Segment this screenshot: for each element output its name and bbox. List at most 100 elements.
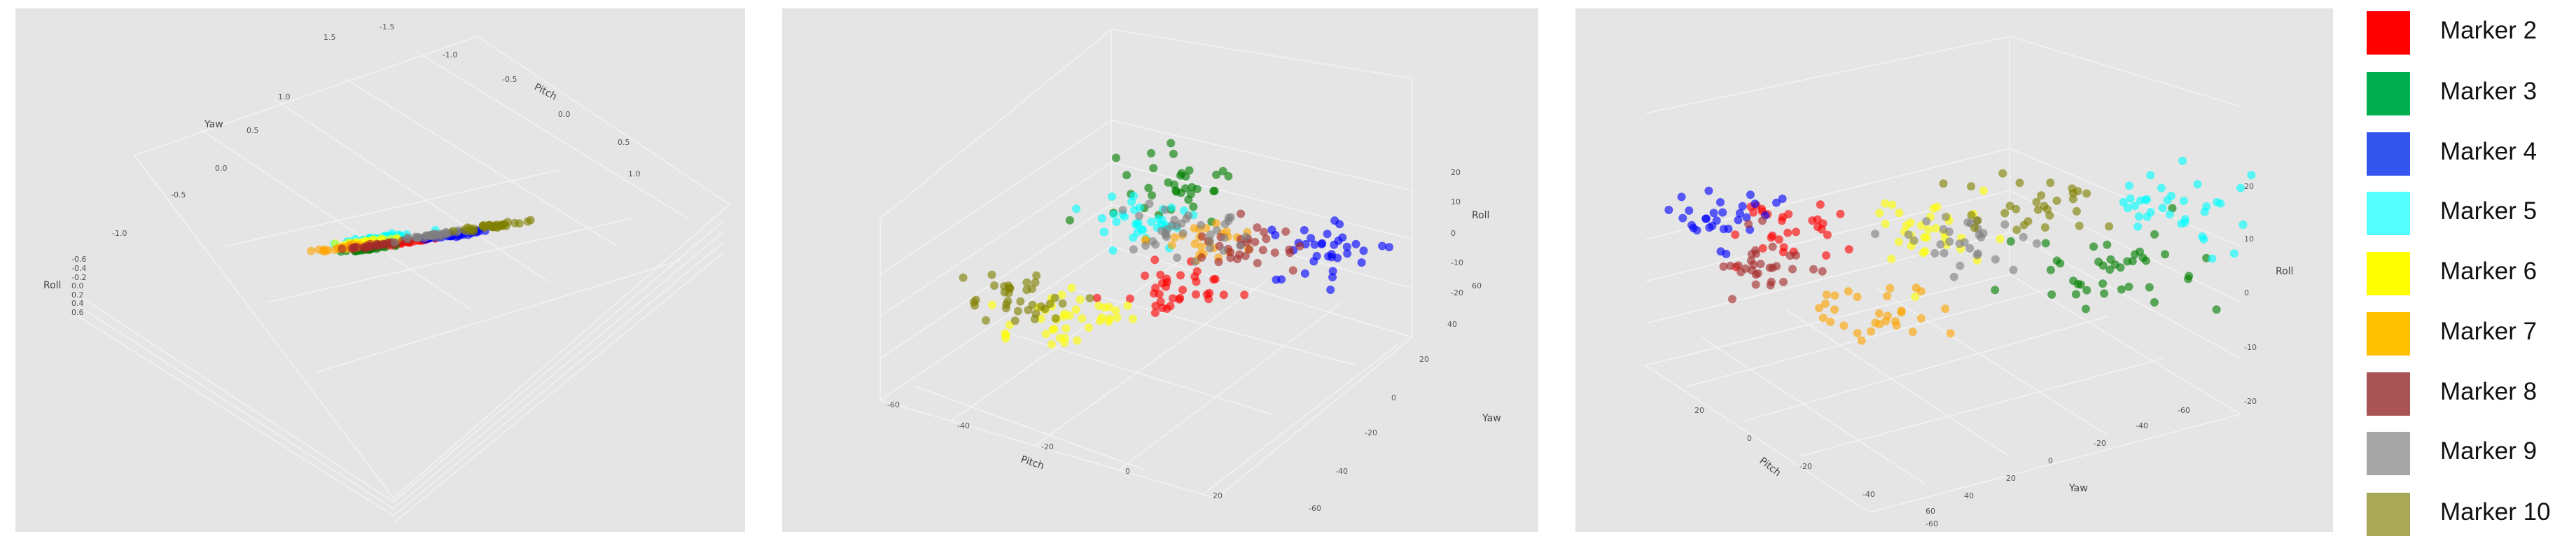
scatter-point — [2193, 180, 2202, 189]
scatter-point — [1734, 261, 1743, 270]
scatter-point — [1258, 246, 1267, 255]
scatter-point — [1940, 248, 1949, 258]
scatter-point — [1742, 213, 1751, 222]
grid-line — [1033, 281, 1266, 447]
scatter3d-plot-2: -60 -40 -20 0 20 -60 -40 -20 0 20 40 60 -20 -10 0 10 20 P… — [879, 29, 1501, 513]
scatter3d-plot-3: 20 0 -20 -40 -60 60 40 20 0 -20 -40 -60 -20 -10 0 10 20 P… — [1644, 36, 2293, 528]
z-tick-label: -0.4 — [71, 264, 86, 273]
scatter-point — [1853, 293, 1862, 302]
scatter-point — [1125, 294, 1134, 303]
scatter-point — [1190, 224, 1199, 233]
scatter-point — [485, 220, 494, 230]
scatter-point — [2143, 212, 2152, 221]
scatter-point — [1285, 245, 1294, 254]
scatter-point — [1975, 230, 1984, 239]
y-tick-label: -60 — [1309, 504, 1321, 513]
scatter-point — [1060, 309, 1069, 318]
scatter-point — [1260, 227, 1268, 237]
scatter-point — [347, 244, 356, 253]
scatter-point — [1122, 171, 1132, 180]
scatter-point — [1867, 327, 1876, 336]
y-tick-label: 40 — [1447, 320, 1457, 329]
scatter-point — [2216, 199, 2225, 208]
grid-line — [1111, 29, 1413, 79]
legend-item-marker-8: Marker 8 — [2367, 368, 2570, 417]
legend-label: Marker 4 — [2440, 138, 2537, 165]
grid-line — [78, 305, 394, 510]
scatter-point — [1065, 216, 1074, 225]
legend-swatch — [2367, 493, 2410, 536]
x-axis-label: Pitch — [1757, 456, 1783, 479]
scatter-point — [1197, 242, 1206, 251]
x-axis-label: Pitch — [1019, 454, 1045, 472]
scatter-point — [1172, 221, 1181, 230]
scatter3d-panel-3[interactable]: 20 0 -20 -40 -60 60 40 20 0 -20 -40 -60 -20 -10 0 10 20 P… — [1575, 8, 2333, 532]
scatter-point — [1894, 237, 1903, 246]
scatter-point — [1022, 278, 1031, 287]
scatter-point — [1664, 206, 1673, 214]
scatter-point — [1716, 198, 1725, 206]
scatter-point — [2012, 225, 2021, 234]
scatter-point — [1002, 300, 1011, 309]
scatter-point — [1060, 338, 1069, 347]
grid-floor — [133, 36, 731, 500]
scatter-point — [1156, 297, 1165, 306]
scatter-point — [1073, 336, 1082, 345]
scatter-point — [1184, 195, 1193, 204]
scatter-point — [1678, 213, 1687, 223]
scatter-point — [1911, 293, 1920, 301]
scatter-point — [1047, 340, 1056, 349]
grid-line — [414, 50, 688, 219]
scatter-point — [1050, 325, 1059, 333]
grid-line — [267, 218, 632, 303]
scatter-point — [1716, 247, 1725, 256]
y-axis-label: Yaw — [2068, 483, 2088, 494]
scatter-point — [1209, 275, 1218, 284]
scatter-point — [1190, 272, 1199, 281]
scatter-point — [2089, 242, 2098, 251]
scatter-point — [1343, 249, 1352, 258]
scatter-point — [2032, 197, 2041, 206]
scatter-point — [2178, 156, 2187, 165]
scatter-point — [1991, 286, 2000, 295]
scatter-point — [1176, 271, 1185, 280]
scatter-point — [1253, 223, 1262, 232]
y-tick-label: 0 — [2048, 456, 2053, 465]
scatter-point — [411, 232, 420, 241]
scatter-point — [1836, 209, 1845, 218]
scatter3d-panel-1[interactable]: 1.0 0.5 0.0 -0.5 -1.0 -1.5 -1.0 -0.5 0.0 0.5 1.0 1.… — [15, 8, 745, 532]
scatter-point — [1270, 248, 1279, 257]
scatter-point — [2019, 232, 2028, 241]
scatter-point — [1942, 212, 1950, 221]
legend-label: Marker 2 — [2440, 17, 2537, 44]
scatter-point — [1328, 273, 1337, 282]
scatter-point — [1709, 209, 1718, 218]
scatter-point — [1190, 239, 1199, 248]
scatter-point — [1206, 237, 1215, 246]
scatter-point — [1150, 255, 1160, 265]
scatter-point — [2131, 202, 2139, 210]
scatter-point — [1100, 303, 1109, 312]
grid-line — [393, 232, 723, 510]
scatter3d-panel-2[interactable]: -60 -40 -20 0 20 -60 -40 -20 0 20 40 60 -20 -10 0 10 20 P… — [782, 8, 1538, 532]
scatter-point — [2134, 212, 2143, 221]
scatter-point — [2133, 222, 2143, 231]
scatter-point — [1222, 227, 1231, 236]
scatter-point — [2068, 195, 2077, 204]
scatter-point — [1307, 234, 1316, 243]
scatter-point — [1197, 253, 1206, 262]
legend: Marker 2 Marker 3 Marker 4 Marker 5 Mark… — [2367, 7, 2570, 542]
y-tick-label: 1.0 — [278, 92, 291, 101]
scatter-point — [2072, 206, 2081, 216]
scatter-point — [2212, 305, 2221, 314]
scatter-point — [987, 270, 996, 279]
scatter-point — [1830, 291, 1839, 300]
scatter-point — [1735, 209, 1744, 218]
scatter-point — [1031, 278, 1040, 287]
scatter-point — [1084, 323, 1093, 332]
scatter-point — [1144, 183, 1153, 192]
scatter-point — [526, 216, 535, 225]
scatter-point — [1129, 245, 1138, 254]
scatter-point — [1359, 246, 1368, 255]
scatter-point — [1815, 304, 1823, 313]
